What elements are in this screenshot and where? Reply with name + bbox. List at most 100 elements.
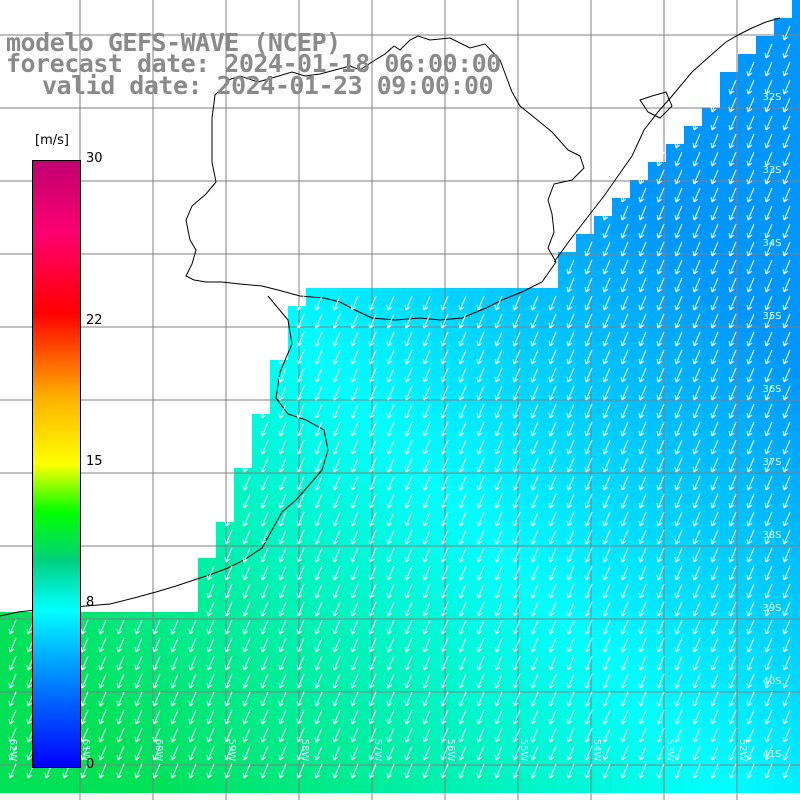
wind-arrow [638, 565, 647, 581]
wind-arrow [188, 619, 197, 635]
wind-speed-cell [684, 252, 703, 271]
wind-arrow [764, 97, 773, 113]
wind-arrow [728, 619, 737, 635]
wind-speed-cell [774, 162, 793, 181]
wind-arrow [746, 709, 755, 725]
wind-arrow [386, 403, 395, 419]
wind-speed-cell [630, 342, 649, 361]
wind-speed-cell [450, 360, 469, 379]
wind-arrow [404, 349, 413, 365]
wind-arrow [566, 565, 575, 581]
wind-speed-cell [162, 630, 181, 649]
wind-speed-cell [666, 432, 685, 451]
wind-speed-cell [270, 720, 289, 739]
wind-speed-cell [594, 540, 613, 559]
wind-speed-cell [432, 666, 451, 685]
wind-arrow [206, 673, 215, 689]
wind-speed-cell [0, 666, 19, 685]
wind-speed-cell [414, 720, 433, 739]
wind-speed-cell [360, 720, 379, 739]
wind-arrow [116, 727, 125, 743]
wind-speed-cell [792, 252, 800, 271]
wind-arrow [746, 673, 755, 689]
wind-arrow [404, 385, 413, 401]
wind-speed-cell [108, 666, 127, 685]
wind-speed-cell [684, 360, 703, 379]
wind-speed-cell [396, 360, 415, 379]
wind-speed-cell [180, 666, 199, 685]
wind-arrow [458, 565, 467, 581]
wind-speed-cell [630, 576, 649, 595]
wind-speed-cell [540, 360, 559, 379]
wind-speed-cell [378, 630, 397, 649]
wind-speed-cell [792, 684, 800, 703]
wind-arrow [602, 511, 611, 527]
wind-arrow [764, 61, 773, 77]
wind-speed-cell [648, 342, 667, 361]
wind-speed-cell [378, 504, 397, 523]
wind-arrow [764, 223, 773, 239]
wind-speed-cell [540, 306, 559, 325]
wind-arrow [440, 439, 449, 455]
wind-arrow [584, 457, 593, 473]
wind-arrow [260, 475, 269, 491]
wind-speed-cell [522, 450, 541, 469]
wind-speed-cell [234, 666, 253, 685]
wind-arrow [332, 565, 341, 581]
wind-arrow [494, 709, 503, 725]
wind-arrow [404, 529, 413, 545]
wind-speed-cell [234, 702, 253, 721]
wind-arrow [782, 493, 791, 509]
wind-arrow [476, 295, 485, 311]
wind-speed-cell [630, 270, 649, 289]
wind-arrow [242, 475, 251, 491]
wind-arrow [692, 439, 701, 455]
wind-arrow [98, 655, 107, 671]
wind-speed-cell [648, 450, 667, 469]
wind-speed-cell [306, 504, 325, 523]
wind-speed-cell [468, 612, 487, 631]
wind-speed-cell [738, 450, 757, 469]
wind-speed-cell [594, 306, 613, 325]
wind-arrow [620, 259, 629, 275]
wind-arrow [422, 421, 431, 437]
wind-arrow [368, 403, 377, 419]
wind-arrow [440, 331, 449, 347]
wind-arrow [764, 205, 773, 221]
wind-speed-cell [468, 486, 487, 505]
wind-speed-cell [342, 522, 361, 541]
wind-arrow [386, 511, 395, 527]
wind-arrow [764, 295, 773, 311]
wind-arrow [278, 367, 287, 383]
wind-arrow [620, 511, 629, 527]
wind-arrow [458, 367, 467, 383]
wind-speed-cell [540, 594, 559, 613]
wind-arrow [242, 583, 251, 599]
wind-arrow [476, 403, 485, 419]
wind-speed-cell [720, 432, 739, 451]
lat-label: 40S [762, 676, 781, 687]
wind-speed-cell [792, 486, 800, 505]
wind-speed-cell [702, 774, 721, 793]
wind-arrow [224, 583, 233, 599]
wind-speed-cell [324, 306, 343, 325]
wind-arrow [404, 457, 413, 473]
wind-speed-cell [486, 342, 505, 361]
wind-speed-cell [468, 576, 487, 595]
wind-arrow [278, 619, 287, 635]
wind-speed-cell [594, 324, 613, 343]
wind-arrow [692, 475, 701, 491]
wind-speed-cell [630, 522, 649, 541]
wind-speed-cell [774, 504, 793, 523]
wind-speed-cell [378, 360, 397, 379]
wind-speed-cell [414, 396, 433, 415]
wind-speed-cell [126, 774, 145, 793]
wind-arrow [638, 277, 647, 293]
wind-arrow [350, 583, 359, 599]
wind-arrow [782, 601, 791, 617]
wind-speed-cell [414, 324, 433, 343]
wind-speed-cell [540, 324, 559, 343]
wind-speed-cell [126, 648, 145, 667]
wind-arrow [692, 637, 701, 653]
wind-speed-cell [324, 738, 343, 757]
